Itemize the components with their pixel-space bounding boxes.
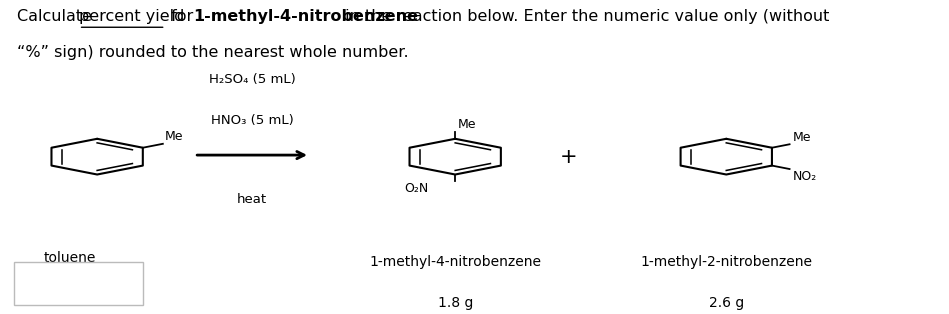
Text: Calculate: Calculate [17, 9, 97, 24]
Text: Me: Me [458, 118, 476, 131]
FancyBboxPatch shape [14, 262, 143, 306]
Text: HNO₃ (5 mL): HNO₃ (5 mL) [211, 114, 293, 127]
Text: NO₂: NO₂ [792, 170, 816, 183]
Text: 1-methyl-4-nitrobenzene: 1-methyl-4-nitrobenzene [369, 255, 541, 269]
Text: in the reaction below. Enter the numeric value only (without: in the reaction below. Enter the numeric… [340, 9, 828, 24]
Text: heat: heat [237, 193, 268, 206]
Text: 1-methyl-2-nitrobenzene: 1-methyl-2-nitrobenzene [641, 255, 812, 269]
Text: “%” sign) rounded to the nearest whole number.: “%” sign) rounded to the nearest whole n… [17, 46, 408, 60]
Text: +: + [560, 147, 578, 167]
Text: 1.8 g: 1.8 g [437, 296, 473, 310]
Text: H₂SO₄ (5 mL): H₂SO₄ (5 mL) [209, 73, 295, 86]
Text: toluene: toluene [44, 251, 96, 265]
Text: O₂N: O₂N [404, 182, 429, 195]
Text: Me: Me [792, 131, 810, 143]
Text: 1-methyl-4-nitrobenzene: 1-methyl-4-nitrobenzene [194, 9, 419, 24]
Text: for: for [166, 9, 198, 24]
Text: 2.6 g: 2.6 g [709, 296, 744, 310]
Text: percent yield: percent yield [79, 9, 184, 24]
Text: 3.8 mL: 3.8 mL [44, 291, 91, 306]
Text: Me: Me [165, 130, 183, 143]
